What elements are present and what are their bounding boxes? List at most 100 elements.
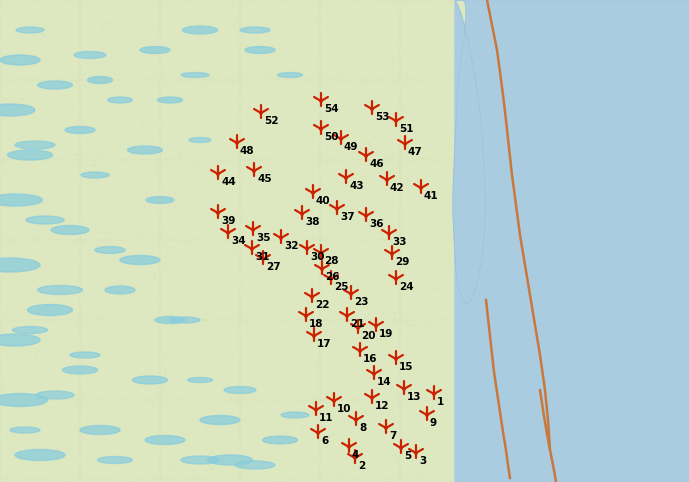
Ellipse shape <box>263 436 298 444</box>
Circle shape <box>350 293 352 295</box>
Ellipse shape <box>588 198 613 202</box>
Text: 54: 54 <box>324 104 338 114</box>
Ellipse shape <box>140 46 170 54</box>
Text: 45: 45 <box>257 174 271 184</box>
Circle shape <box>227 232 229 234</box>
Ellipse shape <box>200 415 240 425</box>
Circle shape <box>400 447 402 449</box>
Text: 32: 32 <box>284 241 298 251</box>
Text: 26: 26 <box>325 272 340 282</box>
Ellipse shape <box>170 317 200 323</box>
Ellipse shape <box>235 461 275 469</box>
Ellipse shape <box>566 47 594 53</box>
Circle shape <box>315 409 317 411</box>
Text: 12: 12 <box>375 401 389 411</box>
Text: 38: 38 <box>305 217 320 227</box>
Text: 11: 11 <box>319 413 333 423</box>
Text: 13: 13 <box>407 392 422 402</box>
Circle shape <box>260 112 263 114</box>
Circle shape <box>312 192 314 194</box>
Ellipse shape <box>281 412 309 418</box>
Circle shape <box>306 248 308 250</box>
Circle shape <box>251 229 254 231</box>
Text: 47: 47 <box>408 147 423 157</box>
Ellipse shape <box>207 455 252 465</box>
Ellipse shape <box>28 305 72 316</box>
Ellipse shape <box>0 334 40 346</box>
Circle shape <box>346 315 348 317</box>
Text: 50: 50 <box>324 132 338 142</box>
Text: 25: 25 <box>334 282 349 292</box>
Text: 4: 4 <box>352 450 360 460</box>
Circle shape <box>217 173 219 175</box>
Text: 9: 9 <box>430 418 437 428</box>
Ellipse shape <box>613 396 648 404</box>
Ellipse shape <box>506 357 534 363</box>
Ellipse shape <box>81 172 109 178</box>
Text: 20: 20 <box>361 331 376 341</box>
Circle shape <box>433 393 435 395</box>
Circle shape <box>320 100 322 102</box>
Ellipse shape <box>655 336 685 344</box>
Circle shape <box>371 108 373 110</box>
Circle shape <box>359 350 361 352</box>
Text: 51: 51 <box>399 124 413 134</box>
Ellipse shape <box>630 457 660 463</box>
Circle shape <box>280 237 282 239</box>
Circle shape <box>336 208 338 210</box>
Ellipse shape <box>95 246 125 254</box>
Ellipse shape <box>240 27 270 33</box>
Ellipse shape <box>120 255 160 265</box>
Text: 41: 41 <box>424 191 439 201</box>
Ellipse shape <box>554 137 576 143</box>
Text: 49: 49 <box>344 142 358 152</box>
Polygon shape <box>473 48 490 130</box>
Text: 17: 17 <box>317 339 331 349</box>
Circle shape <box>364 215 367 217</box>
Text: 29: 29 <box>395 257 409 267</box>
Circle shape <box>333 400 336 402</box>
Text: 46: 46 <box>369 159 384 169</box>
Circle shape <box>305 315 307 317</box>
Text: 19: 19 <box>379 329 393 339</box>
Ellipse shape <box>74 52 106 58</box>
Circle shape <box>384 427 387 429</box>
Ellipse shape <box>70 352 100 358</box>
Ellipse shape <box>625 216 655 224</box>
Circle shape <box>420 187 422 189</box>
Text: 30: 30 <box>310 252 325 262</box>
Ellipse shape <box>0 258 40 272</box>
Circle shape <box>340 138 342 140</box>
Text: 48: 48 <box>240 146 255 156</box>
Ellipse shape <box>36 391 74 399</box>
Circle shape <box>395 278 397 280</box>
Ellipse shape <box>16 27 44 33</box>
Text: 14: 14 <box>377 377 391 387</box>
Text: 24: 24 <box>399 282 413 292</box>
Ellipse shape <box>669 367 689 373</box>
Ellipse shape <box>26 216 64 224</box>
Text: 8: 8 <box>359 423 367 433</box>
Circle shape <box>236 142 238 144</box>
Circle shape <box>426 414 428 416</box>
Ellipse shape <box>0 104 35 116</box>
Ellipse shape <box>37 285 83 295</box>
Text: 5: 5 <box>404 451 411 461</box>
Ellipse shape <box>187 377 212 383</box>
Circle shape <box>320 252 322 254</box>
Circle shape <box>251 248 253 250</box>
Circle shape <box>375 325 377 327</box>
Ellipse shape <box>88 77 112 83</box>
Ellipse shape <box>181 456 219 464</box>
Text: 23: 23 <box>354 297 369 307</box>
Ellipse shape <box>107 97 132 103</box>
Ellipse shape <box>132 376 167 384</box>
Text: 27: 27 <box>266 262 280 272</box>
Circle shape <box>395 120 397 122</box>
Ellipse shape <box>588 347 613 353</box>
Circle shape <box>217 212 219 214</box>
Text: 53: 53 <box>375 112 389 122</box>
Ellipse shape <box>80 426 120 434</box>
Ellipse shape <box>545 176 575 184</box>
Text: 34: 34 <box>231 236 245 246</box>
